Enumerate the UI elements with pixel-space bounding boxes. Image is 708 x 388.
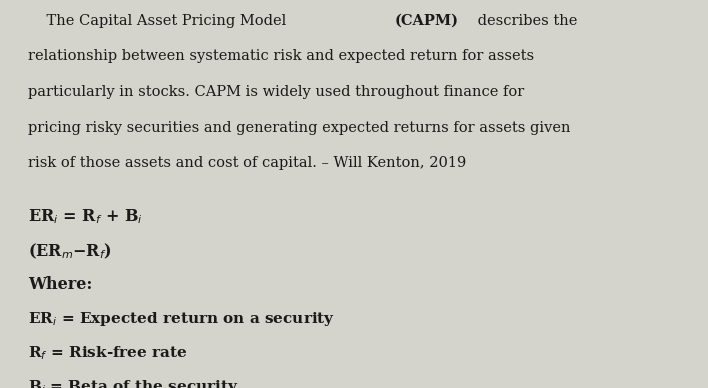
Text: The Capital Asset Pricing Model: The Capital Asset Pricing Model xyxy=(28,14,291,28)
Text: R$_f$ = Risk-free rate: R$_f$ = Risk-free rate xyxy=(28,344,188,362)
Text: relationship between systematic risk and expected return for assets: relationship between systematic risk and… xyxy=(28,49,535,63)
Text: (CAPM): (CAPM) xyxy=(394,14,458,28)
Text: pricing risky securities and generating expected returns for assets given: pricing risky securities and generating … xyxy=(28,121,571,135)
Text: ER$_i$ = R$_f$ + B$_i$: ER$_i$ = R$_f$ + B$_i$ xyxy=(28,208,143,226)
Text: B$_i$ = Beta of the security: B$_i$ = Beta of the security xyxy=(28,378,239,388)
Text: (ER$_m$−R$_f$): (ER$_m$−R$_f$) xyxy=(28,242,112,261)
Text: particularly in stocks. CAPM is widely used throughout finance for: particularly in stocks. CAPM is widely u… xyxy=(28,85,525,99)
Text: describes the: describes the xyxy=(473,14,577,28)
Text: risk of those assets and cost of capital. – Will Kenton, 2019: risk of those assets and cost of capital… xyxy=(28,156,467,170)
Text: Where:: Where: xyxy=(28,276,93,293)
Text: ER$_i$ = Expected return on a security: ER$_i$ = Expected return on a security xyxy=(28,310,336,328)
